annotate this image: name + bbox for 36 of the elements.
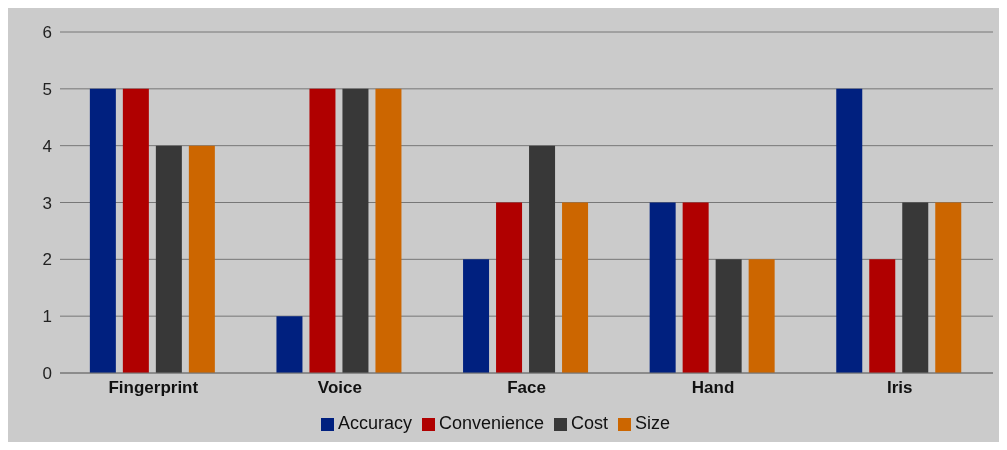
bar [375,88,402,373]
legend-label: Size [635,413,671,433]
bar [869,259,896,373]
y-tick-label: 2 [42,250,52,270]
y-tick-label: 4 [42,136,52,156]
bar [188,145,215,373]
bar [649,202,676,373]
bar [682,202,709,373]
bar [836,88,863,373]
bar [155,145,182,373]
bar [89,88,116,373]
legend-label: Cost [571,413,609,433]
y-tick-label: 1 [42,307,52,327]
bar [935,202,962,373]
x-tick-label: Hand [691,378,735,398]
legend-label: Convenience [438,413,545,433]
bar [463,259,490,373]
bar [496,202,523,373]
y-tick-label: 0 [42,364,52,384]
x-tick-label: Iris [886,378,913,398]
x-tick-label: Face [507,378,546,398]
x-tick-label: Voice [317,378,362,398]
bar [902,202,929,373]
y-tick-label: 6 [42,23,52,43]
y-tick-label: 3 [42,193,52,213]
y-tick-label: 5 [42,79,52,99]
bar [342,88,369,373]
bar [309,88,336,373]
legend-label: Accuracy [337,413,412,433]
bar [529,145,556,373]
bar [748,259,775,373]
bar [276,316,303,373]
bar [122,88,149,373]
x-tick-label: Fingerprint [108,378,199,398]
bar [562,202,589,373]
bar [715,259,742,373]
